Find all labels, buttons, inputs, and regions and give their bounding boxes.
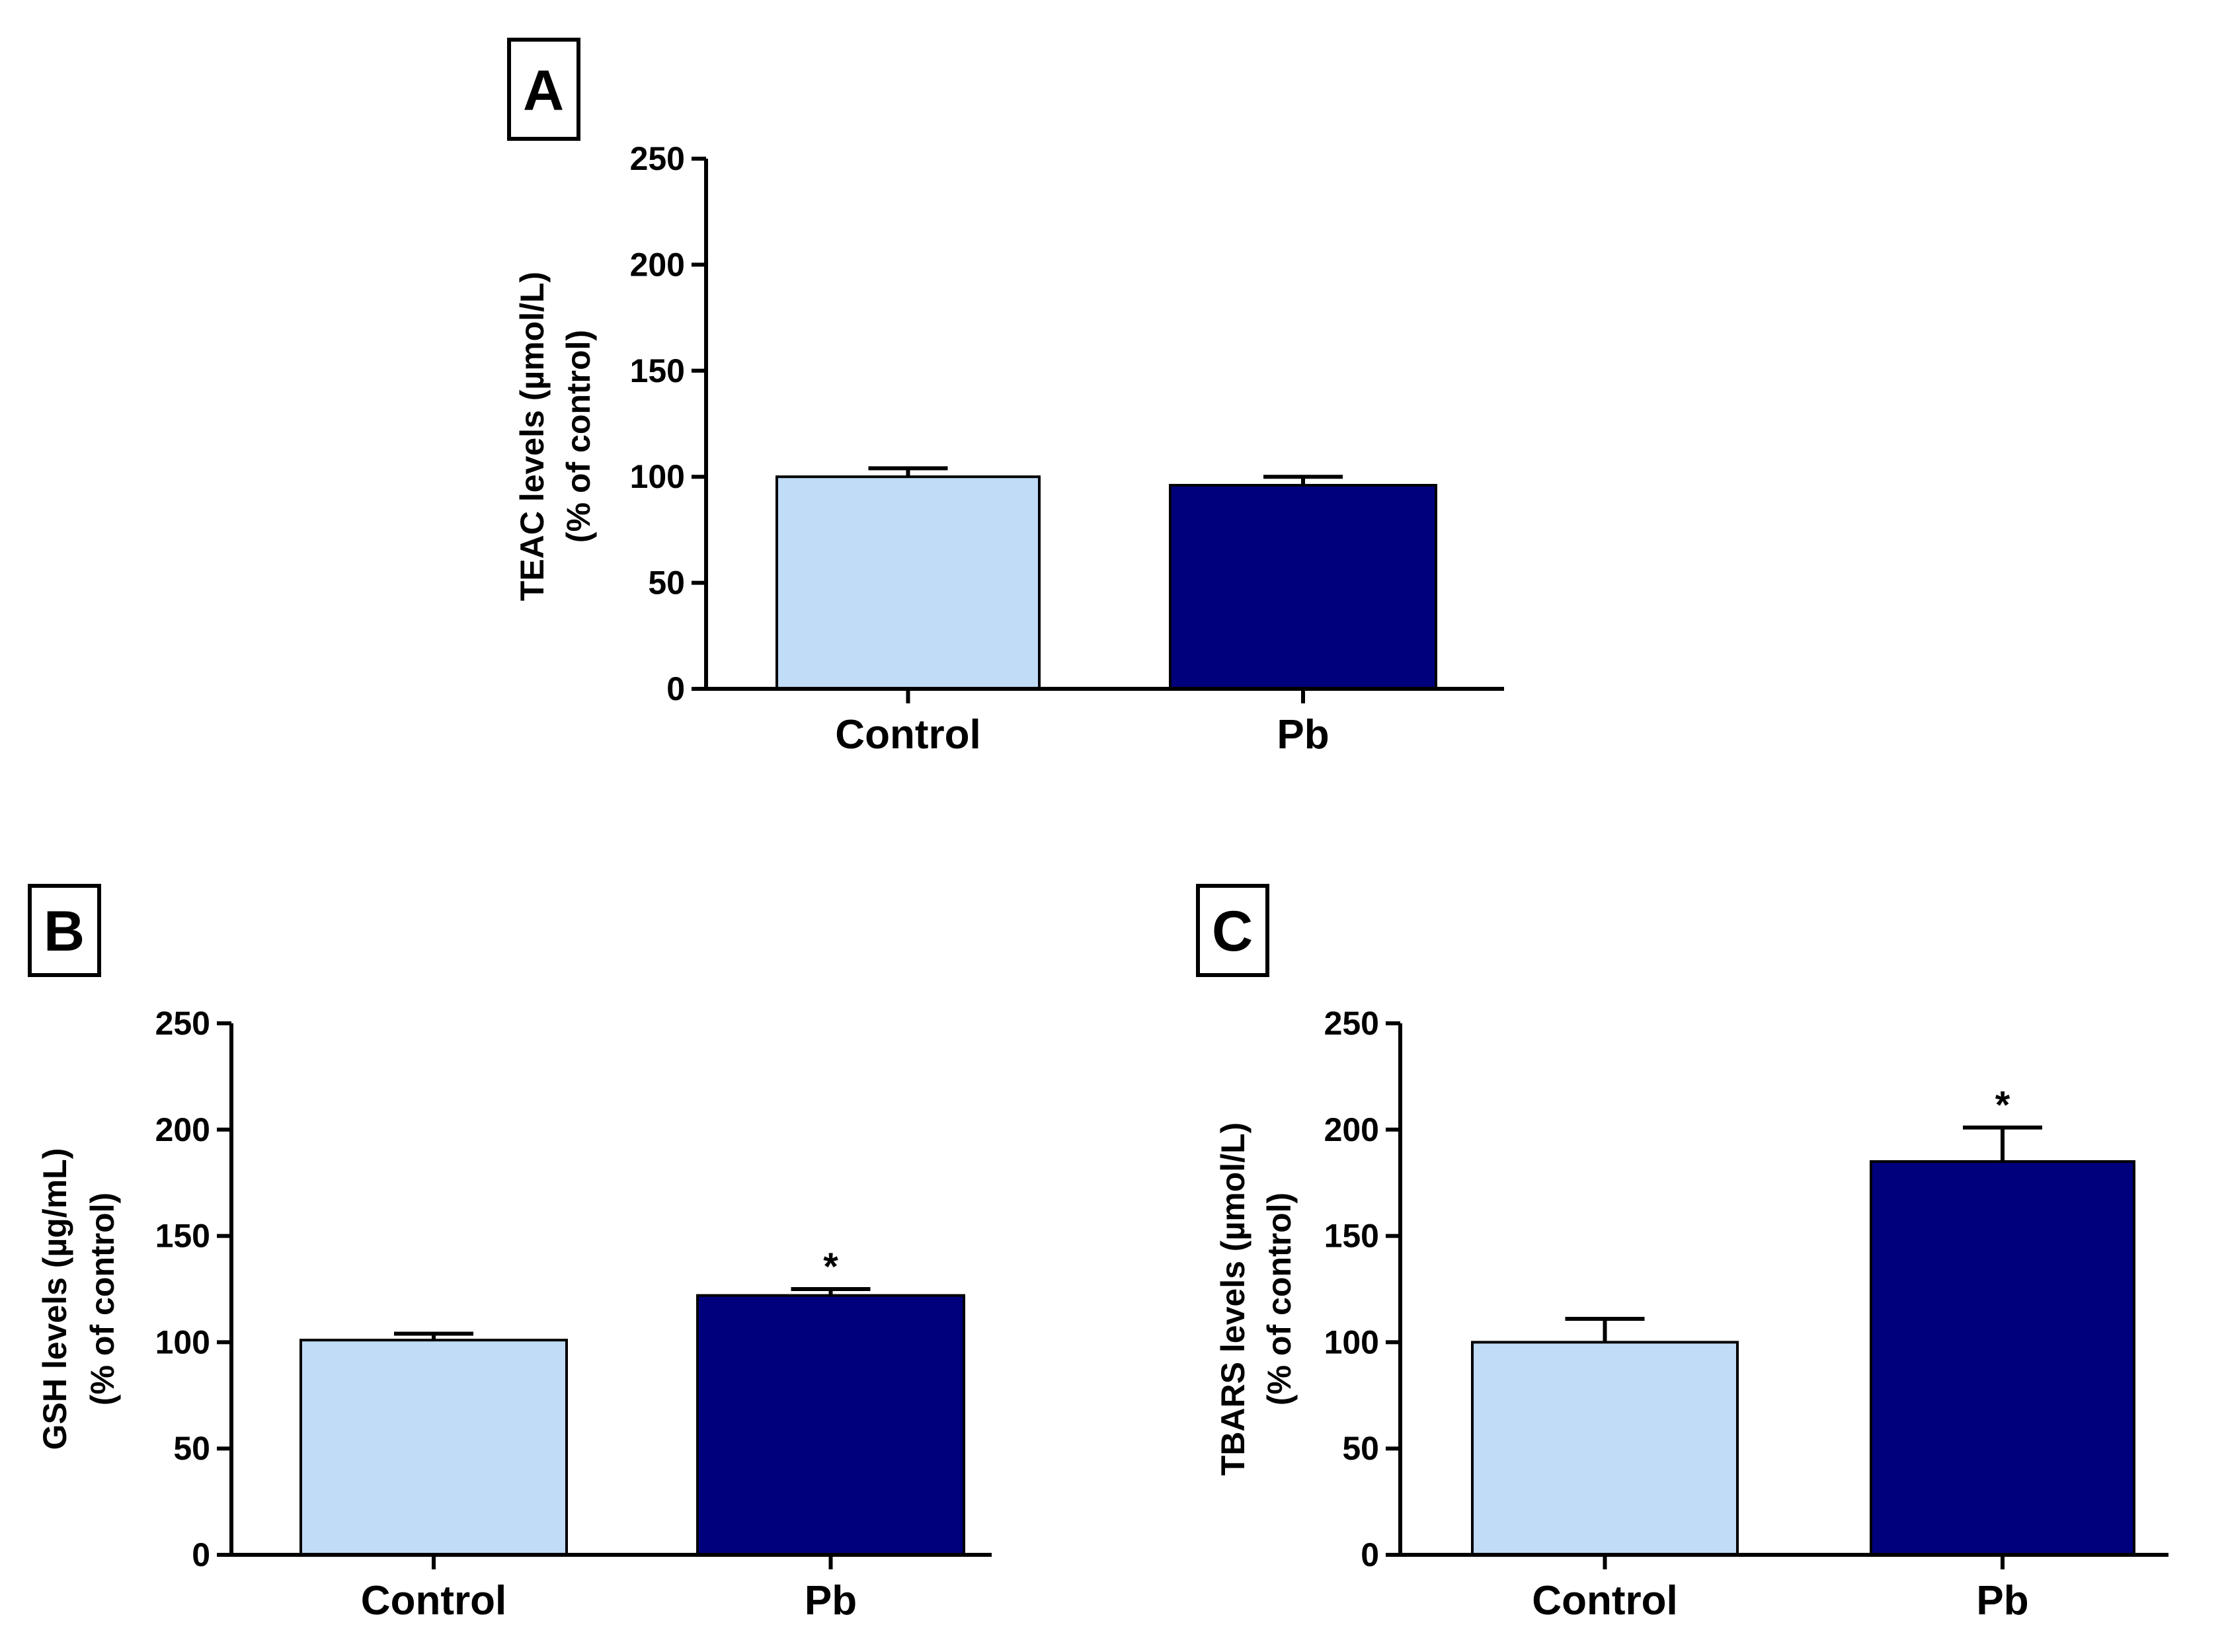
chart-panel-c: C TBARS levels (µmol/L) (% of control) C… xyxy=(1196,884,2168,1624)
y-tick-label: 50 xyxy=(648,565,685,602)
panel-label-box xyxy=(1196,884,1269,977)
panel-label-box xyxy=(507,38,580,141)
y-tick-label: 250 xyxy=(1324,1005,1379,1042)
chart-panel-a: A TEAC levels (µmol/L) (% of control) Co… xyxy=(507,38,1504,758)
x-tick-label: Control xyxy=(361,1578,506,1624)
y-tick-label: 250 xyxy=(155,1005,210,1042)
x-tick-label: Control xyxy=(835,712,980,758)
y-tick-label: 150 xyxy=(1324,1218,1379,1255)
y-axis-label-line1: TBARS levels (µmol/L) xyxy=(1214,1122,1252,1475)
bar-control xyxy=(299,1339,568,1556)
x-tick-label: Pb xyxy=(1277,712,1329,758)
panel-label: A xyxy=(523,59,564,122)
bar-control xyxy=(1471,1341,1739,1557)
bar-control xyxy=(775,475,1041,690)
y-tick-label: 50 xyxy=(173,1430,210,1467)
x-tick-label: Control xyxy=(1532,1578,1677,1624)
y-axis-label-line1: TEAC levels (µmol/L) xyxy=(514,272,551,601)
y-tick-label: 200 xyxy=(630,246,685,283)
y-axis-label-line2: (% of control) xyxy=(84,1193,121,1405)
panel-label: B xyxy=(44,900,85,963)
significance-marker: * xyxy=(1995,1084,2010,1127)
significance-marker: * xyxy=(823,1245,838,1288)
y-tick-label: 100 xyxy=(155,1323,210,1360)
bar-pb xyxy=(696,1294,965,1556)
y-tick-label: 0 xyxy=(192,1536,210,1573)
y-tick-label: 250 xyxy=(630,140,685,177)
y-tick-label: 0 xyxy=(666,670,685,707)
y-tick-label: 50 xyxy=(1342,1430,1379,1467)
y-axis-label-line2: (% of control) xyxy=(1261,1193,1298,1405)
x-tick-label: Pb xyxy=(805,1578,857,1624)
y-axis-label-line2: (% of control) xyxy=(560,330,597,543)
y-tick-label: 150 xyxy=(630,352,685,389)
y-tick-label: 150 xyxy=(155,1218,210,1255)
y-axis-label-line1: GSH levels (µg/mL) xyxy=(36,1148,73,1450)
y-tick-label: 200 xyxy=(1324,1111,1379,1148)
y-tick-label: 0 xyxy=(1361,1536,1379,1573)
bar-pb xyxy=(1169,484,1437,690)
y-tick-label: 200 xyxy=(155,1111,210,1148)
bar-pb xyxy=(1870,1160,2135,1557)
y-tick-label: 100 xyxy=(630,458,685,495)
panel-label: C xyxy=(1212,900,1253,963)
y-tick-label: 100 xyxy=(1324,1323,1379,1360)
panel-label-box xyxy=(28,884,101,977)
chart-panel-b: B GSH levels (µg/mL) (% of control) Cont… xyxy=(28,884,992,1624)
x-tick-label: Pb xyxy=(1976,1578,2028,1624)
